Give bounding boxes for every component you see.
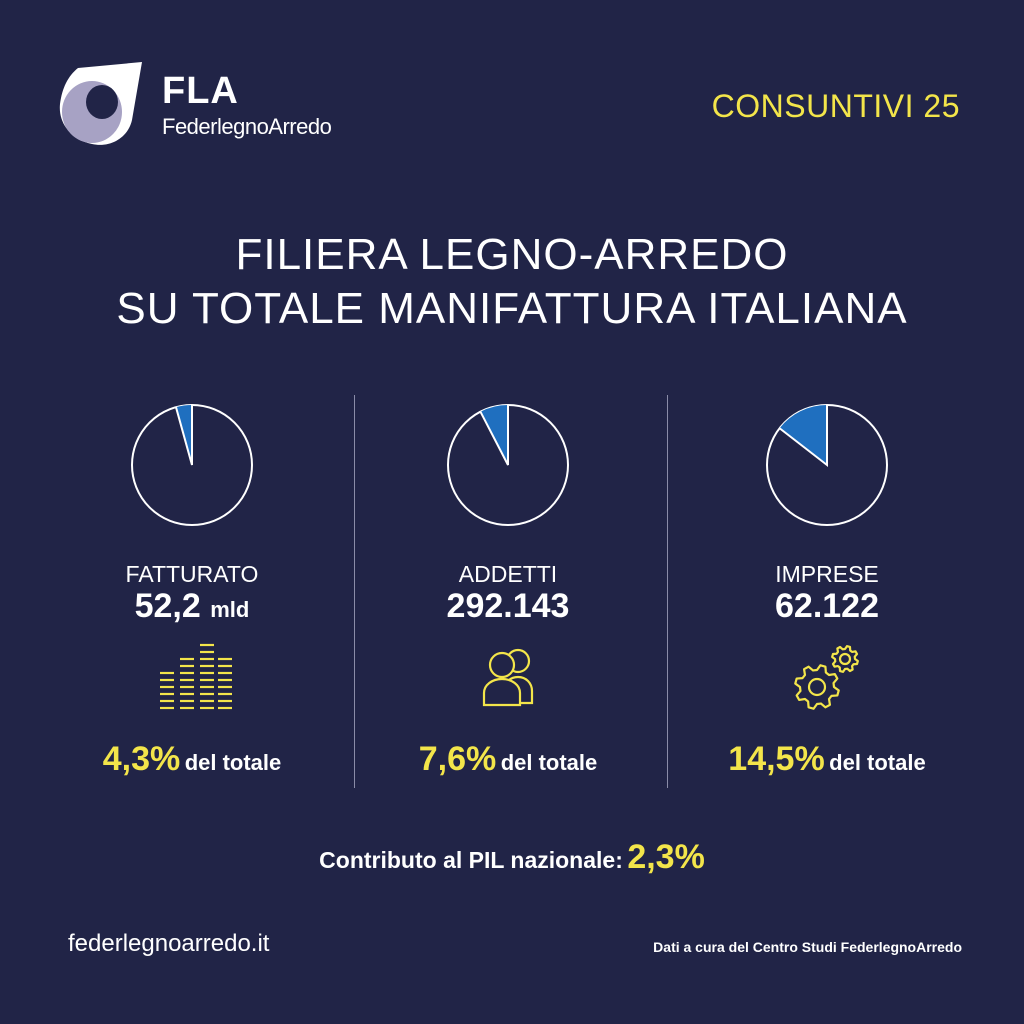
pie-slice-edge [778, 405, 828, 468]
gdp-contribution: Contributo al PIL nazionale: 2,3% [0, 838, 1024, 877]
bar-chart-icon [160, 643, 232, 710]
stat-value: 52,2 mld [42, 587, 342, 626]
fla-logo-mark-icon [59, 62, 142, 145]
stat-label: FATTURATO [125, 561, 259, 587]
stat-share-suffix: del totale [184, 750, 282, 775]
stat-share-percent: 14,5% [728, 740, 825, 778]
pie-chart-fatturato [131, 404, 253, 526]
stat-number: 292.143 [446, 587, 570, 625]
pie-slice-imprese [779, 405, 827, 465]
gdp-label: Contributo al PIL nazionale: [319, 847, 623, 873]
title-line-1: FILIERA LEGNO-ARREDO [235, 230, 789, 279]
stat-share: 7,6% del totale [358, 740, 658, 779]
fla-logo: FLA FederlegnoArredo [58, 62, 348, 148]
gdp-value: 2,3% [627, 838, 705, 876]
stat-number: 52,2 [134, 587, 201, 625]
stat-unit: mld [210, 597, 250, 622]
edition-label: CONSUNTIVI 25 [711, 88, 960, 124]
logo-name: FederlegnoArredo [162, 114, 332, 139]
website-link[interactable]: federlegnoarredo.it [68, 930, 270, 957]
pie-slice-edge [175, 405, 193, 466]
stat-column-imprese: IMPRESE 62.122 14,5% del totale [677, 395, 977, 795]
pie-slice-edge [479, 405, 509, 466]
pie-chart-imprese [766, 404, 888, 526]
column-divider [667, 395, 668, 788]
stat-share: 4,3% del totale [42, 740, 342, 779]
stat-share: 14,5% del totale [677, 740, 977, 779]
data-credit: Dati a cura del Centro Studi FederlegnoA… [653, 939, 962, 955]
stat-column-fatturato: FATTURATO 52,2 mld 4,3% del totale [42, 395, 342, 795]
users-icon [482, 648, 534, 707]
stat-share-suffix: del totale [829, 750, 926, 775]
stat-share-percent: 4,3% [102, 740, 181, 778]
page-title: FILIERA LEGNO-ARREDO SU TOTALE MANIFATTU… [0, 228, 1024, 336]
stat-label: IMPRESE [775, 561, 879, 587]
gears-icon [794, 645, 859, 710]
stat-label: ADDETTI [458, 561, 558, 587]
title-line-2: SU TOTALE MANIFATTURA ITALIANA [116, 284, 908, 333]
pie-chart-addetti [447, 404, 569, 526]
stat-column-addetti: ADDETTI 292.143 7,6% del totale [358, 395, 658, 795]
stat-share-percent: 7,6% [418, 740, 497, 778]
stat-share-suffix: del totale [500, 750, 598, 775]
logo-acronym: FLA [162, 70, 239, 112]
column-divider [354, 395, 355, 788]
stat-value: 62.122 [677, 587, 977, 626]
stat-number: 62.122 [775, 587, 879, 625]
stat-value: 292.143 [358, 587, 658, 626]
